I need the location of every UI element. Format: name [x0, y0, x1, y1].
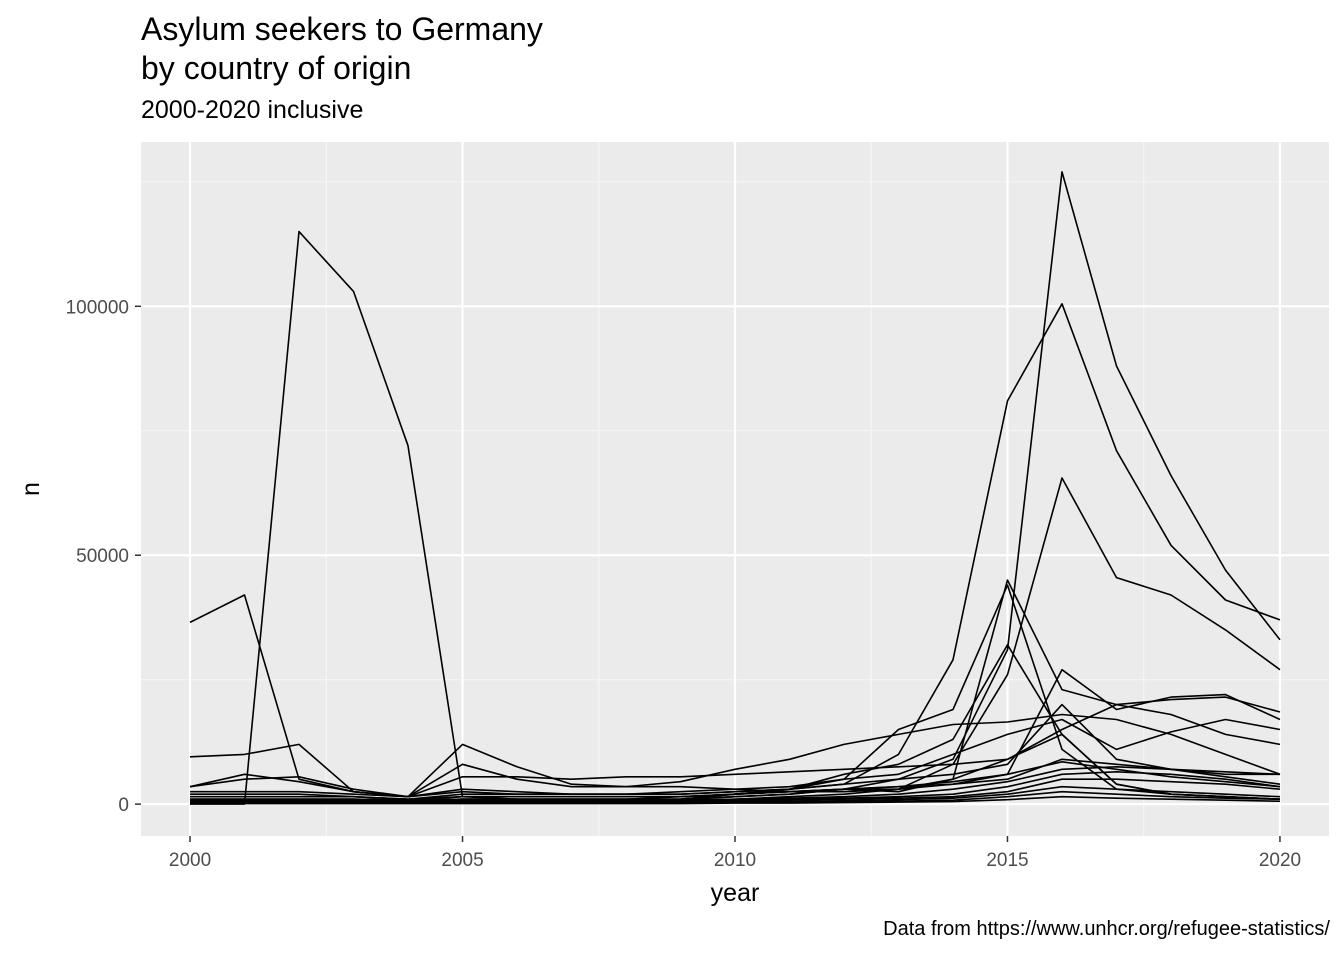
axes: 2000 2005 2010 2015 2020 0 50000 100000 — [66, 297, 1302, 871]
y-tick-label: 100000 — [66, 297, 129, 318]
x-tick-label: 2010 — [714, 850, 756, 871]
y-tick-label: 0 — [118, 795, 129, 816]
x-tick-label: 2015 — [986, 850, 1028, 871]
series-lines — [189, 171, 1281, 805]
chart-title: Asylum seekers to Germany by country of … — [141, 10, 543, 88]
x-tick-label: 2005 — [441, 850, 483, 871]
chart-title-line-1: Asylum seekers to Germany — [141, 11, 543, 47]
gridlines — [141, 142, 1329, 836]
chart-title-line-2: by country of origin — [141, 50, 412, 86]
series-line — [189, 696, 1281, 798]
data-source-caption: Data from https://www.unhcr.org/refugee-… — [883, 918, 1330, 940]
series-line — [190, 703, 1280, 798]
series-line — [190, 770, 1281, 803]
series-line — [190, 795, 1281, 805]
y-tick-label: 50000 — [76, 546, 129, 567]
y-axis-title: n — [17, 482, 45, 496]
series-line — [190, 765, 1281, 803]
x-tick-label: 2020 — [1259, 850, 1301, 871]
chart-subtitle: 2000-2020 inclusive — [141, 96, 364, 124]
x-tick-label: 2000 — [169, 850, 211, 871]
series-line — [190, 758, 1281, 802]
series-line — [189, 718, 1281, 798]
x-axis-title: year — [711, 879, 760, 907]
